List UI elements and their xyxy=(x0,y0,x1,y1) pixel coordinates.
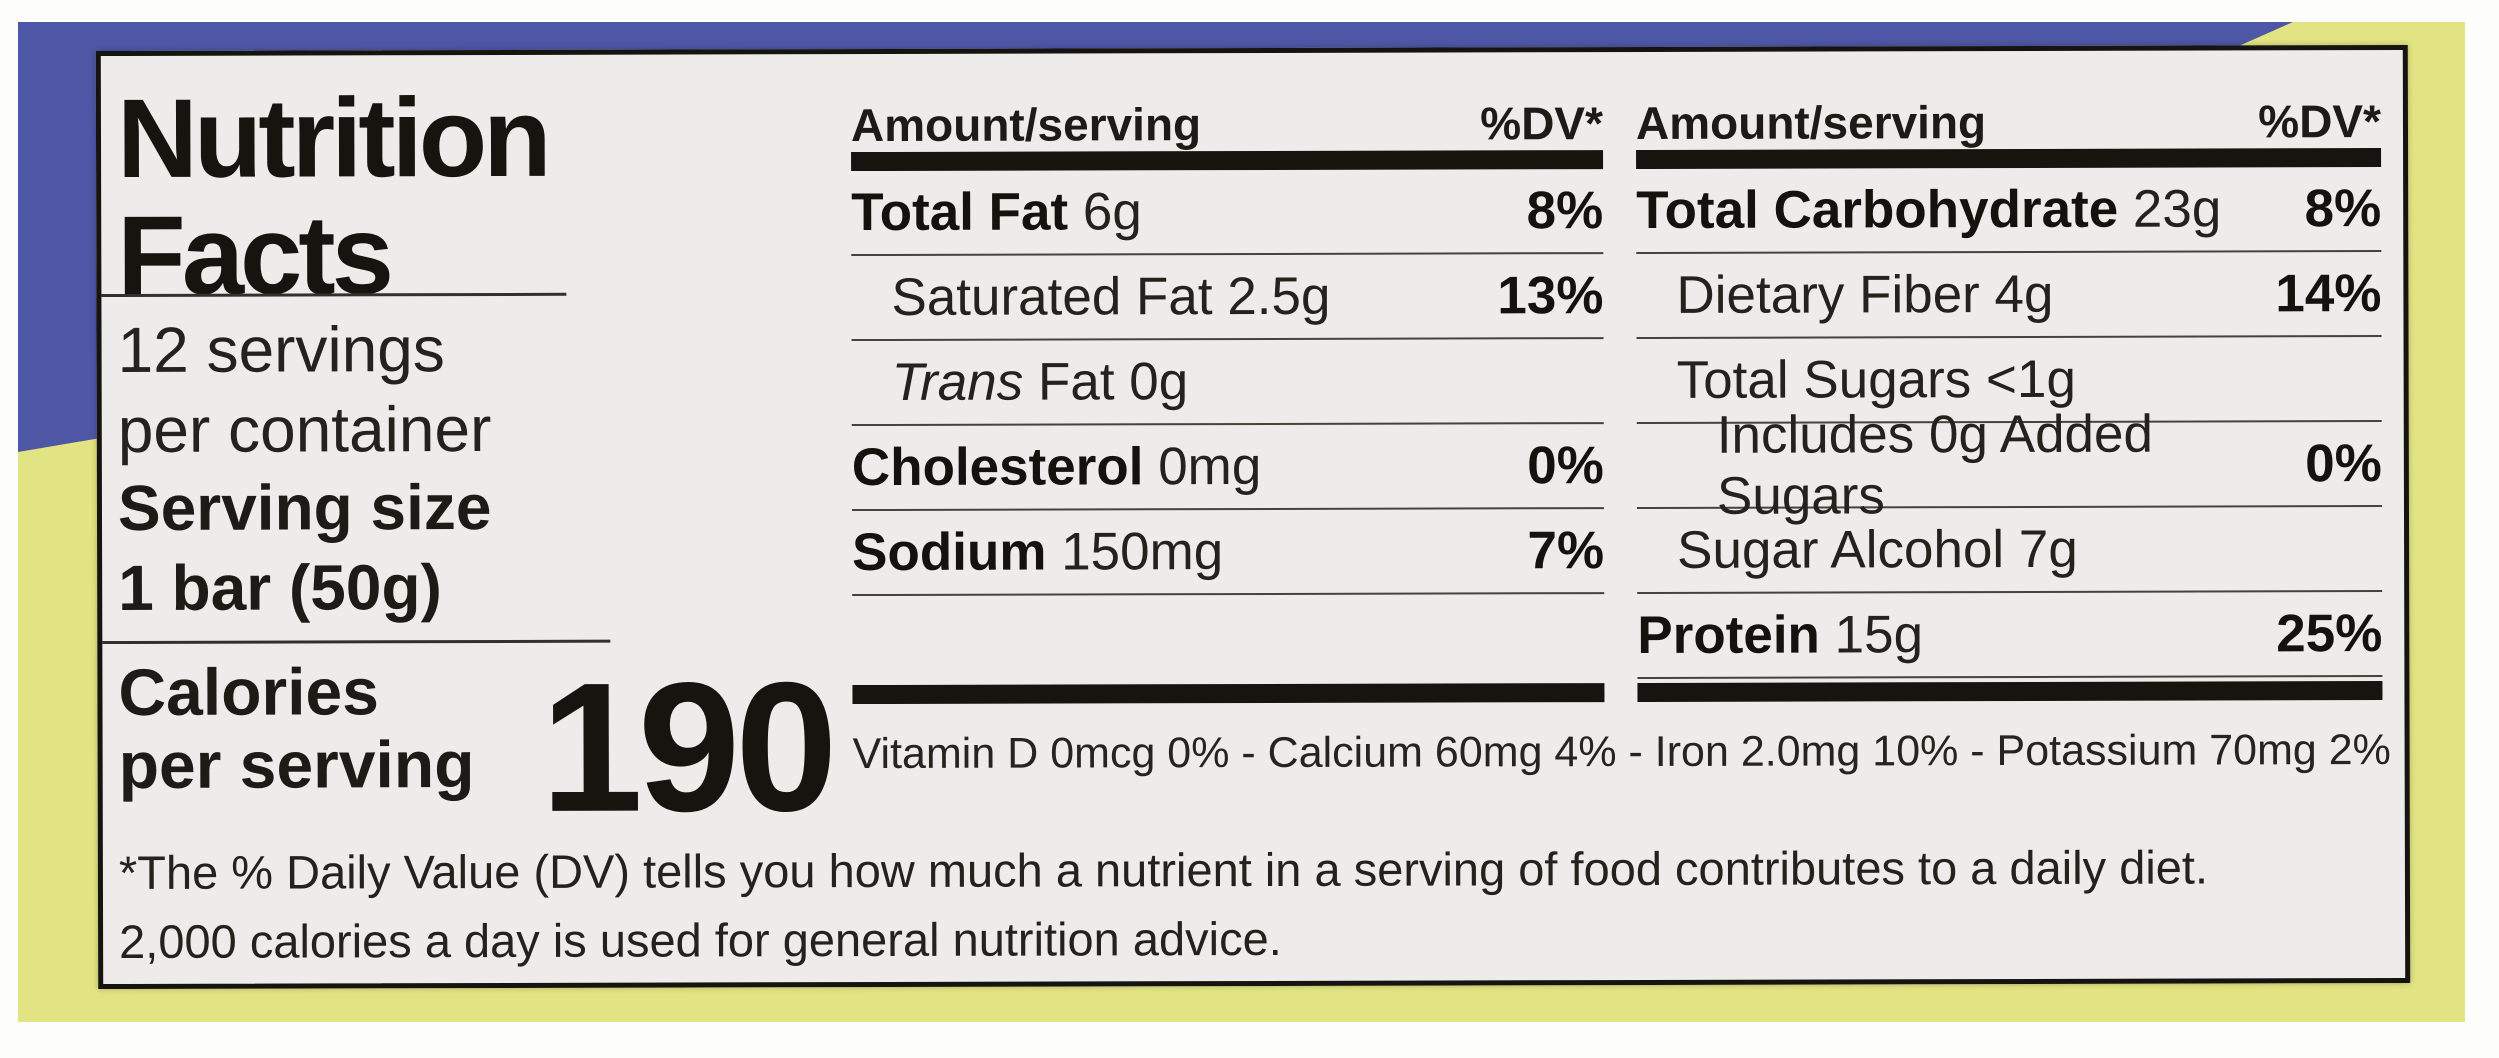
divider-thick xyxy=(851,150,1604,172)
calories-per-serving-label: Calories per serving xyxy=(118,654,475,802)
nutrient-row: Dietary Fiber 4g 14% xyxy=(1636,252,2382,339)
nutrient-column-carb-protein: Amount/serving %DV* Total Carbohydrate 2… xyxy=(1636,50,2383,702)
spacer xyxy=(852,594,1604,681)
nutrient-rows: Total Fat 6g 8% Saturated Fat 2.5g 13% Trans… xyxy=(851,169,1605,597)
nutrient-row: Includes 0g Added Sugars 0% xyxy=(1636,404,2382,525)
nutrient-daily-value: 14% xyxy=(2275,264,2382,324)
nutrition-facts-label: Nutrition Facts 12 servings per containe… xyxy=(95,44,2411,990)
nutrient-daily-value: 13% xyxy=(1497,266,1604,326)
calories-label-line-1: Calories xyxy=(118,654,380,729)
nutrient-daily-value: 0% xyxy=(1527,436,1604,496)
nutrient-name-amount: Trans Fat 0g xyxy=(891,352,1189,412)
nutrient-daily-value: 8% xyxy=(2304,179,2382,239)
footnote-line-2: 2,000 calories a day is used for general… xyxy=(119,911,1282,968)
nutrient-row: Cholesterol 0mg 0% xyxy=(851,424,1604,512)
vitamins-minerals-line: Vitamin D 0mcg 0% - Calcium 60mg 4% - Ir… xyxy=(852,726,2391,779)
package-photo: Nutrition Facts 12 servings per containe… xyxy=(18,22,2465,1022)
serving-size: Serving size 1 bar (50g) xyxy=(118,467,492,628)
nutrition-facts-title: Nutrition Facts xyxy=(116,74,548,318)
footnote-line-1: *The % Daily Value (DV) tells you how mu… xyxy=(118,840,2209,899)
divider xyxy=(102,639,611,645)
nutrient-row: Saturated Fat 2.5g 13% xyxy=(851,254,1604,342)
calories-label-line-2: per serving xyxy=(118,727,475,802)
nutrient-name-amount: Cholesterol 0mg xyxy=(851,436,1262,498)
nutrient-row: Total Fat 6g 8% xyxy=(851,169,1604,257)
nutrient-row: Trans Fat 0g xyxy=(851,339,1604,427)
nutrient-name-amount: Protein 15g xyxy=(1637,605,1924,665)
nutrient-name-amount: Sugar Alcohol 7g xyxy=(1677,519,2078,580)
nutrient-row: Sodium 150mg 7% xyxy=(851,509,1605,597)
servings-line-1: 12 servings xyxy=(117,313,445,386)
divider-thick xyxy=(1637,681,2383,702)
servings-line-2: per container xyxy=(117,392,492,466)
servings-per-container: 12 servings per container xyxy=(117,309,491,470)
nutrient-row: Protein 15g 25% xyxy=(1637,592,2383,679)
nutrient-rows: Total Carbohydrate 23g 8% Dietary Fiber 4g… xyxy=(1636,167,2383,679)
nutrient-daily-value: 8% xyxy=(1526,181,1604,241)
dv-footnote: *The % Daily Value (DV) tells you how mu… xyxy=(119,832,2401,976)
nutrient-name-amount: Includes 0g Added Sugars xyxy=(1716,404,2154,526)
nutrient-name-amount: Total Carbohydrate 23g xyxy=(1636,179,2222,240)
nutrient-name-amount: Sodium 150mg xyxy=(852,522,1224,583)
nutrient-daily-value: 7% xyxy=(1527,521,1605,581)
nutrient-daily-value: 25% xyxy=(2276,604,2383,664)
divider-thick xyxy=(852,683,1605,705)
column-header-amount: Amount/serving xyxy=(850,98,1202,152)
column-header-amount: Amount/serving xyxy=(1635,96,1987,149)
serving-size-label: Serving size xyxy=(117,470,492,544)
serving-size-value: 1 bar (50g) xyxy=(118,551,442,624)
column-header: Amount/serving %DV* xyxy=(851,52,1604,151)
nutrient-name-amount: Dietary Fiber 4g xyxy=(1676,264,2054,325)
nutrient-name-amount: Total Sugars <1g xyxy=(1676,349,2076,410)
calories-value: 190 xyxy=(540,643,833,850)
column-header-dv: %DV* xyxy=(1480,97,1604,150)
nutrient-row: Total Carbohydrate 23g 8% xyxy=(1636,167,2382,254)
label-content: Nutrition Facts 12 servings per containe… xyxy=(101,50,2405,984)
nutrient-name-amount: Saturated Fat 2.5g xyxy=(891,266,1331,327)
column-header-dv: %DV* xyxy=(2258,95,2382,148)
nutrient-name-amount: Total Fat 6g xyxy=(851,182,1142,243)
nutrient-daily-value: 0% xyxy=(2305,434,2382,494)
divider-thick xyxy=(1636,148,2382,169)
nutrient-column-fat-sodium: Amount/serving %DV* Total Fat 6g 8% Satura… xyxy=(851,52,1605,705)
title-line-1: Nutrition xyxy=(116,74,548,201)
column-header: Amount/serving %DV* xyxy=(1636,50,2382,149)
